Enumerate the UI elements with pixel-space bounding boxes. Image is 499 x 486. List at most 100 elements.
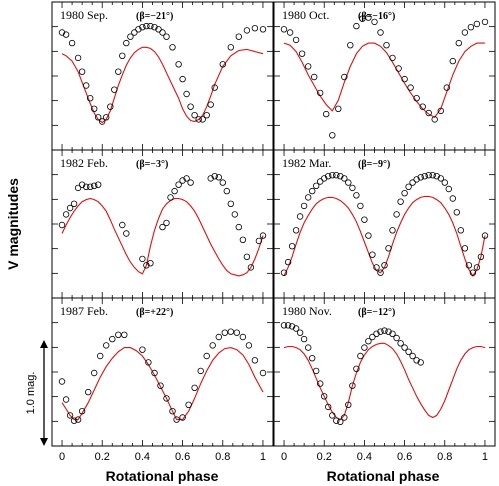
observed-point xyxy=(481,232,489,239)
observed-point xyxy=(347,42,354,49)
observed-point xyxy=(473,264,481,271)
observed-point xyxy=(58,378,66,385)
observed-point xyxy=(353,365,360,372)
observed-point xyxy=(333,417,340,424)
observed-point xyxy=(313,182,320,189)
observed-point xyxy=(280,26,288,33)
panel-frame xyxy=(273,297,496,447)
observed-point xyxy=(90,105,98,112)
observed-point xyxy=(443,84,450,91)
observed-point xyxy=(298,50,306,57)
observed-point xyxy=(317,89,324,97)
scale-bar-arrow-bottom xyxy=(40,438,48,446)
observed-point xyxy=(209,342,216,349)
observed-point xyxy=(453,209,460,216)
x-tick-label: 0.6 xyxy=(397,451,412,463)
panel-beta-label: (β=−3°) xyxy=(136,159,168,170)
observed-point xyxy=(143,262,150,269)
observed-point xyxy=(203,111,210,119)
observed-point xyxy=(317,178,324,185)
observed-point xyxy=(457,227,464,234)
observed-point xyxy=(373,264,380,271)
x-tick-label: 0 xyxy=(281,451,287,463)
observed-point xyxy=(235,33,242,40)
observed-point xyxy=(305,344,312,351)
x-tick-label: 0.2 xyxy=(317,451,332,463)
observed-point xyxy=(191,384,198,391)
observed-point xyxy=(425,171,432,179)
observed-point xyxy=(221,329,228,336)
observed-point xyxy=(143,22,150,30)
model-curve xyxy=(61,197,264,277)
observed-point xyxy=(203,352,210,360)
panel-title: 1982 Mar. xyxy=(282,156,331,170)
observed-point xyxy=(90,369,98,377)
observed-point xyxy=(173,416,180,423)
observed-point xyxy=(147,260,154,267)
observed-point xyxy=(383,42,390,49)
observed-point xyxy=(233,329,240,336)
observed-point xyxy=(469,269,477,276)
observed-point xyxy=(419,103,426,110)
observed-point xyxy=(183,90,190,98)
observed-point xyxy=(227,44,234,51)
observed-point xyxy=(211,84,218,91)
x-tick-label: 0.8 xyxy=(215,451,230,463)
observed-point xyxy=(259,26,267,33)
observed-point xyxy=(179,75,186,83)
observed-point xyxy=(280,269,288,276)
observed-point xyxy=(145,359,152,366)
observed-point xyxy=(325,403,332,411)
observed-point xyxy=(325,172,332,180)
observed-point xyxy=(119,221,126,229)
model-curve xyxy=(283,342,486,421)
observed-point xyxy=(329,132,336,139)
scale-bar-label: 1.0 mag. xyxy=(25,372,37,415)
observed-point xyxy=(82,82,90,89)
magnitude-scale-bar: 1.0 mag. xyxy=(25,340,48,446)
observed-point xyxy=(467,24,475,31)
observed-point xyxy=(58,221,66,229)
observed-point xyxy=(247,264,255,271)
observed-point xyxy=(445,185,452,193)
observed-point xyxy=(329,171,336,179)
observed-point xyxy=(171,187,178,195)
observed-point xyxy=(155,26,162,33)
observed-point xyxy=(300,202,308,210)
observed-point xyxy=(449,195,456,202)
observed-point xyxy=(296,213,304,220)
observed-point xyxy=(187,179,194,186)
observed-point xyxy=(147,22,154,30)
observed-point xyxy=(385,328,392,335)
observed-point xyxy=(373,330,380,337)
observed-point xyxy=(401,189,408,197)
panel-beta-label: (β=−9°) xyxy=(358,159,390,170)
observed-point xyxy=(227,328,234,335)
observed-point xyxy=(215,174,222,181)
observed-point xyxy=(481,18,489,26)
observed-point xyxy=(179,414,186,421)
observed-point xyxy=(167,194,174,201)
panel-2: 1980 Oct. (β=−16°) xyxy=(273,1,496,151)
observed-point xyxy=(280,322,288,329)
observed-point xyxy=(139,24,146,31)
observed-point xyxy=(413,357,420,364)
observed-point xyxy=(361,344,368,351)
observed-point xyxy=(300,335,308,343)
observed-point xyxy=(187,103,194,110)
observed-point xyxy=(288,242,296,250)
observed-point xyxy=(82,183,90,190)
observed-point xyxy=(111,86,118,93)
observed-point xyxy=(393,334,400,342)
observed-point xyxy=(119,52,126,59)
observed-point xyxy=(96,352,104,360)
observed-point xyxy=(135,26,142,33)
observed-point xyxy=(243,253,251,260)
observed-point xyxy=(215,333,222,341)
observed-point xyxy=(98,118,106,125)
observed-point xyxy=(397,340,404,347)
observed-point xyxy=(175,61,182,68)
observed-point xyxy=(251,357,259,364)
observed-point xyxy=(78,68,86,75)
